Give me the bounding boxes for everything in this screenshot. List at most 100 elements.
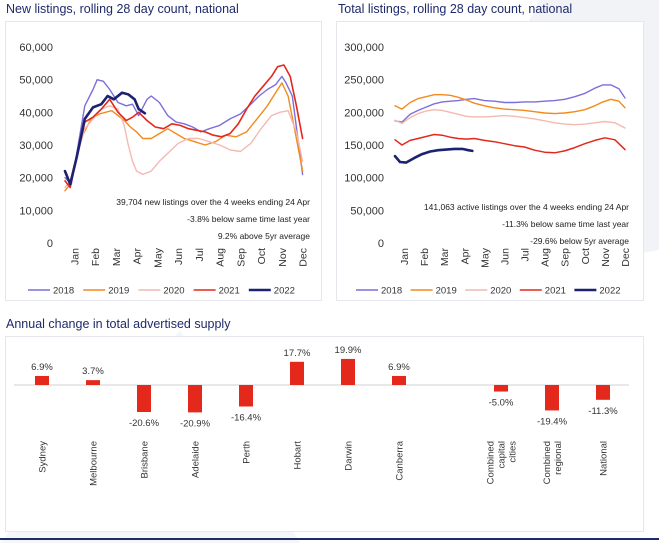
bar-7 xyxy=(392,375,406,385)
x-tick-label: Sep xyxy=(560,248,572,267)
x-tick-label: Jan xyxy=(399,248,411,265)
x-tick-label: Aug xyxy=(215,248,227,267)
total-listings-title: Total listings, rolling 28 day count, na… xyxy=(338,2,573,16)
series-line-2022 xyxy=(393,147,474,164)
bar-10 xyxy=(596,385,610,400)
series-line-2020 xyxy=(64,105,304,189)
x-tick-label: Feb xyxy=(419,248,431,266)
x-tick-label: Mar xyxy=(439,248,451,267)
category-label-line: Combined xyxy=(542,441,553,484)
bottom-rule xyxy=(0,538,659,540)
x-tick-label: Jul xyxy=(194,248,206,261)
legend-label-2022: 2022 xyxy=(274,286,295,297)
y-tick-label: 60,000 xyxy=(19,42,53,54)
category-label-line: regional xyxy=(553,441,564,475)
category-label: Brisbane xyxy=(140,441,151,479)
series-line-2019 xyxy=(64,82,304,192)
x-tick-label: Apr xyxy=(132,248,144,265)
annual-change-panel: 6.9% 3.7% -20.6% -20.9% -16.4% 17.7% 19.9% 6.9%… xyxy=(5,336,644,532)
x-tick-label: Nov xyxy=(600,247,612,266)
x-tick-label: Jun xyxy=(499,248,511,265)
category-label: Hobart xyxy=(293,441,304,470)
bar-value-label: -5.0% xyxy=(489,398,514,409)
y-tick-label: 10,000 xyxy=(19,205,53,217)
x-tick-label: Feb xyxy=(90,248,102,266)
total-listings-chart: 0 50,000 100,000 150,000 200,000 250,000 300,0… xyxy=(344,42,632,297)
category-label-line: cities xyxy=(508,441,519,463)
annotation-text: 9.2% above 5yr average xyxy=(218,231,310,241)
x-tick-label: Dec xyxy=(298,248,310,267)
annotation-text: -29.6% below 5yr average xyxy=(530,236,629,246)
bar-value-label: 6.9% xyxy=(388,362,410,373)
bar-2 xyxy=(137,385,151,412)
y-tick-label: 20,000 xyxy=(19,173,53,185)
series-line-2022 xyxy=(63,91,147,186)
x-tick-label: Mar xyxy=(111,248,123,267)
category-label-line: Combined xyxy=(486,441,497,484)
y-tick-label: 0 xyxy=(47,238,53,250)
category-label-line: Perth xyxy=(242,441,253,464)
new-listings-chart: 0 10,000 20,000 30,000 40,000 50,000 60,000 Jan… xyxy=(19,42,310,297)
bar-0 xyxy=(35,375,49,385)
bar-8 xyxy=(494,385,508,392)
x-tick-label: Dec xyxy=(620,248,632,267)
legend-label-2018: 2018 xyxy=(381,286,402,297)
x-tick-label: Jan xyxy=(69,248,81,265)
y-tick-label: 40,000 xyxy=(19,107,53,119)
y-tick-label: 30,000 xyxy=(19,140,53,152)
bar-9 xyxy=(545,385,559,411)
legend-label-2019: 2019 xyxy=(436,286,457,297)
category-label: Combinedregional xyxy=(542,441,564,484)
x-tick-label: Jul xyxy=(520,248,532,261)
legend-label-2019: 2019 xyxy=(108,286,129,297)
total-listings-panel: 0 50,000 100,000 150,000 200,000 250,000 300,0… xyxy=(336,21,644,301)
series-line-2018 xyxy=(64,75,304,185)
x-tick-label: Oct xyxy=(580,248,592,264)
series-line-2021 xyxy=(394,133,626,154)
legend-label-2020: 2020 xyxy=(490,286,511,297)
x-tick-label: Apr xyxy=(459,248,471,265)
bar-value-label: -20.6% xyxy=(129,418,160,429)
category-label-line: Darwin xyxy=(344,441,355,471)
series-line-2020 xyxy=(394,108,626,129)
category-label: Perth xyxy=(242,441,253,464)
x-tick-label: Aug xyxy=(540,248,552,267)
annotation-text: 39,704 new listings over the 4 weeks end… xyxy=(116,197,310,207)
annotation-text: -3.8% below same time last year xyxy=(187,214,310,224)
category-label: Canberra xyxy=(395,440,406,480)
x-tick-label: May xyxy=(479,247,491,268)
bar-value-label: 3.7% xyxy=(82,366,104,377)
category-label: Darwin xyxy=(344,441,355,471)
x-tick-label: Oct xyxy=(256,248,268,264)
x-tick-label: Jun xyxy=(173,248,185,265)
y-tick-label: 300,000 xyxy=(344,42,384,54)
category-label-line: National xyxy=(599,441,610,476)
bar-5 xyxy=(290,361,304,385)
bar-4 xyxy=(239,385,253,407)
annual-change-chart: 6.9% 3.7% -20.6% -20.9% -16.4% 17.7% 19.9% 6.9%… xyxy=(14,345,629,486)
series-line-2021 xyxy=(64,64,304,189)
legend-label-2021: 2021 xyxy=(545,286,566,297)
bar-value-label: 6.9% xyxy=(31,362,53,373)
category-label: Sydney xyxy=(38,441,49,473)
bar-value-label: -19.4% xyxy=(537,416,568,427)
bar-value-label: -20.9% xyxy=(180,418,211,429)
series-line-2019 xyxy=(394,93,626,115)
bar-value-label: 17.7% xyxy=(284,348,311,359)
annual-change-title: Annual change in total advertised supply xyxy=(6,317,231,331)
y-tick-label: 250,000 xyxy=(344,75,384,87)
legend-label-2018: 2018 xyxy=(53,286,74,297)
legend-label-2020: 2020 xyxy=(163,286,184,297)
bar-value-label: -16.4% xyxy=(231,412,262,423)
y-tick-label: 200,000 xyxy=(344,107,384,119)
category-label-line: Sydney xyxy=(38,441,49,473)
y-tick-label: 50,000 xyxy=(19,75,53,87)
y-tick-label: 0 xyxy=(378,238,384,250)
annotation-text: -11.3% below same time last year xyxy=(502,219,629,229)
category-label-line: Melbourne xyxy=(89,441,100,486)
category-label-line: capital xyxy=(497,441,508,468)
x-tick-label: May xyxy=(152,247,164,268)
bar-value-label: -11.3% xyxy=(588,406,618,417)
bar-6 xyxy=(341,358,355,385)
category-label-line: Adelaide xyxy=(191,441,202,478)
